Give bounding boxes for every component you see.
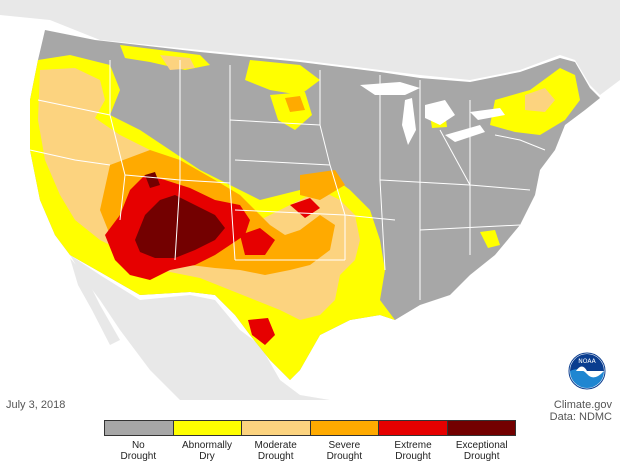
map-date: July 3, 2018 bbox=[6, 399, 66, 411]
credit-data: Data: NDMC bbox=[549, 411, 612, 423]
legend-swatch-exceptional bbox=[447, 421, 515, 435]
legend-label-exceptional: Exceptional Drought bbox=[455, 440, 508, 462]
noaa-logo-text: NOAA bbox=[578, 358, 596, 365]
legend: No Drought Abnormally Dry Moderate Drought … bbox=[104, 420, 516, 462]
legend-label-abnormally-dry: Abnormally Dry bbox=[181, 440, 233, 462]
legend-label-no-drought: No Drought bbox=[120, 440, 157, 462]
legend-swatch-severe bbox=[310, 421, 379, 435]
legend-label-moderate: Moderate Drought bbox=[254, 440, 297, 462]
noaa-logo: NOAA bbox=[568, 352, 606, 390]
legend-label-extreme: Extreme Drought bbox=[394, 440, 432, 462]
drought-map-svg bbox=[0, 0, 620, 400]
exceptional-drought-areas bbox=[135, 172, 225, 258]
legend-swatches bbox=[104, 420, 516, 436]
legend-swatch-abnormally-dry bbox=[173, 421, 242, 435]
mexico-land bbox=[70, 255, 330, 400]
canada-land bbox=[0, 0, 620, 95]
state-borders bbox=[29, 60, 546, 300]
legend-swatch-moderate bbox=[242, 421, 311, 435]
baja-peninsula bbox=[70, 258, 120, 345]
noaa-logo-icon: NOAA bbox=[568, 352, 606, 390]
credit: Climate.gov Data: NDMC bbox=[550, 399, 612, 423]
legend-labels: No Drought Abnormally Dry Moderate Drought … bbox=[104, 440, 516, 462]
credit-source: Climate.gov bbox=[553, 399, 612, 411]
great-lakes bbox=[360, 82, 505, 145]
legend-swatch-no-drought bbox=[105, 421, 174, 435]
drought-map bbox=[0, 0, 620, 400]
legend-label-severe: Severe Drought bbox=[326, 440, 363, 462]
legend-swatch-extreme bbox=[379, 421, 448, 435]
